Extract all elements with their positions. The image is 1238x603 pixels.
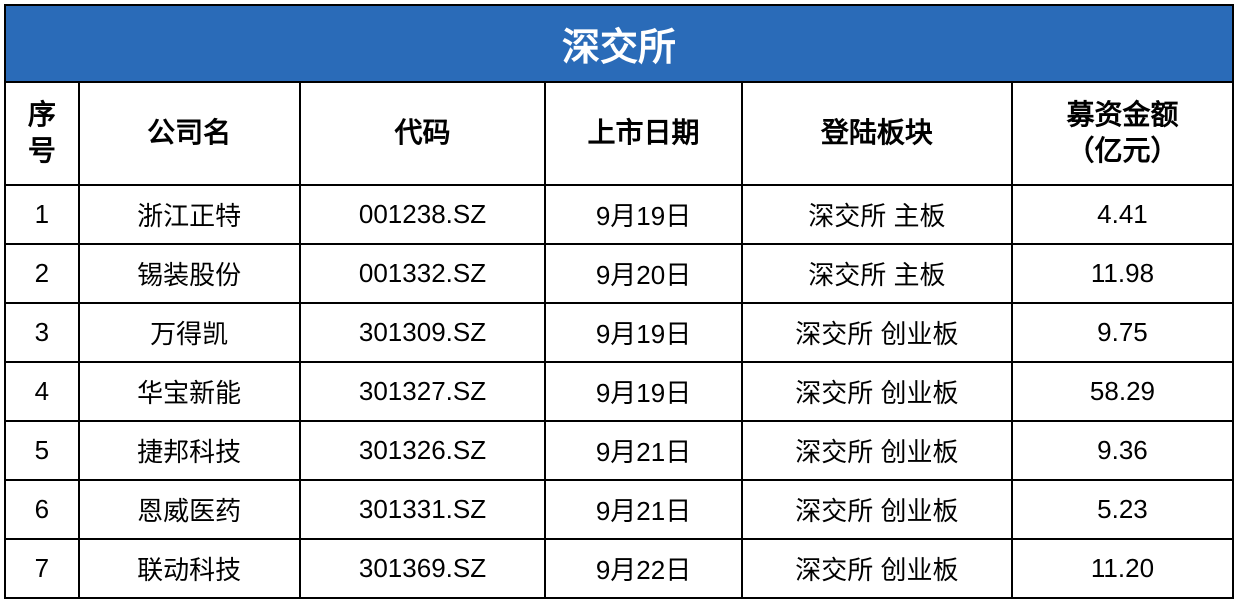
cell-amount: 9.36: [1012, 421, 1233, 480]
table-row: 6恩威医药301331.SZ9月21日深交所 创业板5.23: [5, 480, 1233, 539]
ipo-table: 深交所 序号 公司名 代码 上市日期 登陆板块 募资金额（亿元） 1浙江正特00…: [4, 4, 1234, 599]
cell-amount: 58.29: [1012, 362, 1233, 421]
cell-company: 万得凯: [79, 303, 300, 362]
table-row: 7联动科技301369.SZ9月22日深交所 创业板11.20: [5, 539, 1233, 598]
cell-date: 9月21日: [545, 480, 741, 539]
cell-seq: 6: [5, 480, 79, 539]
cell-board: 深交所 创业板: [742, 362, 1012, 421]
header-code: 代码: [300, 82, 546, 185]
cell-board: 深交所 创业板: [742, 480, 1012, 539]
cell-seq: 1: [5, 185, 79, 244]
cell-amount: 11.20: [1012, 539, 1233, 598]
cell-date: 9月20日: [545, 244, 741, 303]
cell-company: 捷邦科技: [79, 421, 300, 480]
cell-seq: 3: [5, 303, 79, 362]
table-row: 2锡装股份001332.SZ9月20日深交所 主板11.98: [5, 244, 1233, 303]
cell-amount: 9.75: [1012, 303, 1233, 362]
table-row: 5捷邦科技301326.SZ9月21日深交所 创业板9.36: [5, 421, 1233, 480]
cell-board: 深交所 主板: [742, 185, 1012, 244]
header-amount: 募资金额（亿元）: [1012, 82, 1233, 185]
cell-date: 9月21日: [545, 421, 741, 480]
cell-date: 9月19日: [545, 303, 741, 362]
cell-amount: 11.98: [1012, 244, 1233, 303]
cell-code: 301331.SZ: [300, 480, 546, 539]
cell-company: 华宝新能: [79, 362, 300, 421]
cell-amount: 4.41: [1012, 185, 1233, 244]
cell-company: 恩威医药: [79, 480, 300, 539]
cell-date: 9月19日: [545, 362, 741, 421]
table-title: 深交所: [5, 5, 1233, 82]
cell-code: 301326.SZ: [300, 421, 546, 480]
cell-date: 9月22日: [545, 539, 741, 598]
cell-seq: 4: [5, 362, 79, 421]
cell-code: 301327.SZ: [300, 362, 546, 421]
header-amount-line1: 募资金额（亿元）: [1066, 99, 1178, 166]
header-date: 上市日期: [545, 82, 741, 185]
table-row: 3万得凯301309.SZ9月19日深交所 创业板9.75: [5, 303, 1233, 362]
cell-board: 深交所 创业板: [742, 303, 1012, 362]
cell-date: 9月19日: [545, 185, 741, 244]
cell-seq: 5: [5, 421, 79, 480]
cell-seq: 2: [5, 244, 79, 303]
cell-board: 深交所 创业板: [742, 421, 1012, 480]
cell-code: 301369.SZ: [300, 539, 546, 598]
table-row: 4华宝新能301327.SZ9月19日深交所 创业板58.29: [5, 362, 1233, 421]
cell-code: 001332.SZ: [300, 244, 546, 303]
cell-board: 深交所 主板: [742, 244, 1012, 303]
table-header-row: 序号 公司名 代码 上市日期 登陆板块 募资金额（亿元）: [5, 82, 1233, 185]
header-board: 登陆板块: [742, 82, 1012, 185]
cell-company: 锡装股份: [79, 244, 300, 303]
cell-company: 联动科技: [79, 539, 300, 598]
cell-code: 001238.SZ: [300, 185, 546, 244]
cell-company: 浙江正特: [79, 185, 300, 244]
table-row: 1浙江正特001238.SZ9月19日深交所 主板4.41: [5, 185, 1233, 244]
cell-board: 深交所 创业板: [742, 539, 1012, 598]
cell-seq: 7: [5, 539, 79, 598]
header-company: 公司名: [79, 82, 300, 185]
header-seq: 序号: [5, 82, 79, 185]
cell-code: 301309.SZ: [300, 303, 546, 362]
table-body: 1浙江正特001238.SZ9月19日深交所 主板4.412锡装股份001332…: [5, 185, 1233, 598]
cell-amount: 5.23: [1012, 480, 1233, 539]
